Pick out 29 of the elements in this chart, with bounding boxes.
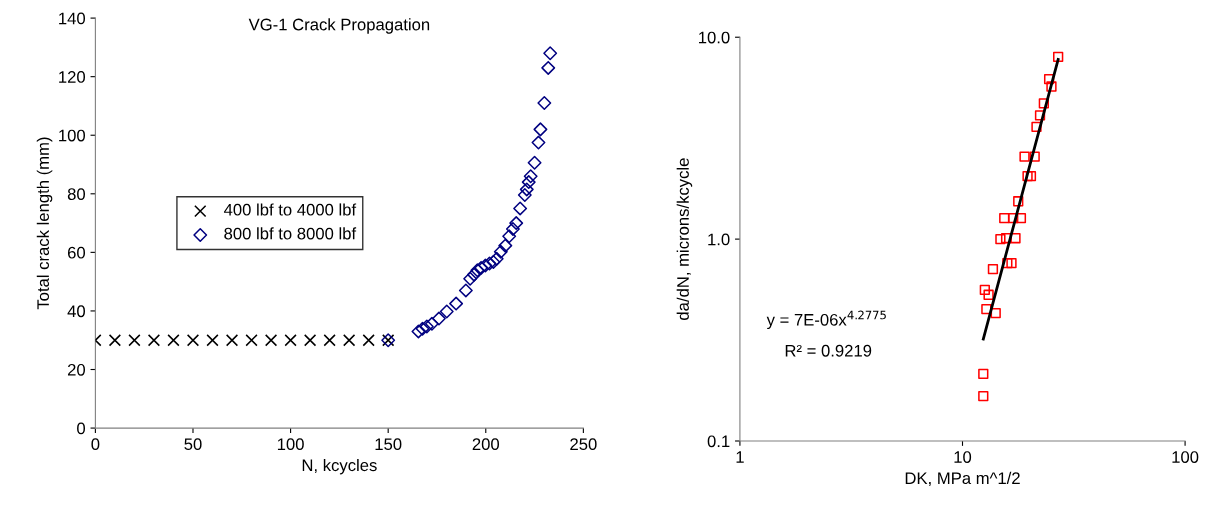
legend-label: 800 lbf to 8000 lbf — [224, 227, 357, 240]
y-tick-label: 10.0 — [699, 31, 730, 44]
x-tick-label: 0 — [91, 438, 100, 451]
y-tick-label: 140 — [59, 12, 86, 25]
y-tick-label: 0 — [77, 422, 86, 435]
y-tick-label: 60 — [67, 246, 86, 259]
y-tick-label: 100 — [59, 129, 86, 142]
y-axis-title: Total crack length (mm) — [36, 137, 53, 310]
annotation: R² = 0.9219 — [785, 344, 872, 357]
y-tick-label: 0.1 — [707, 435, 730, 448]
y-axis-title: da/dN, microns/kcycle — [676, 158, 693, 320]
x-tick-label: 100 — [277, 438, 304, 451]
x-tick-label: 1 — [736, 451, 744, 463]
y-tick-label: 120 — [59, 71, 86, 83]
x-tick-label: 200 — [472, 438, 500, 451]
legend-label: 400 lbf to 4000 lbf — [223, 203, 357, 216]
x-axis-title: N, kcycles — [302, 458, 377, 475]
x-axis-title: DK, MPa m^1/2 — [905, 471, 1020, 487]
x-tick-label: 250 — [570, 438, 597, 451]
x-tick-label: 50 — [184, 438, 202, 451]
y-tick-label: 80 — [67, 188, 86, 200]
annotation: y = 7E-06x$^{4.2775}$ — [766, 310, 886, 330]
x-tick-label: 150 — [375, 438, 402, 451]
y-tick-label: 20 — [67, 363, 86, 376]
y-tick-label: 1.0 — [708, 233, 730, 246]
y-tick-label: 40 — [67, 305, 86, 318]
x-tick-label: 100 — [1172, 451, 1199, 463]
x-tick-label: 10 — [954, 451, 972, 463]
chart-title: VG-1 Crack Propagation — [248, 18, 430, 34]
